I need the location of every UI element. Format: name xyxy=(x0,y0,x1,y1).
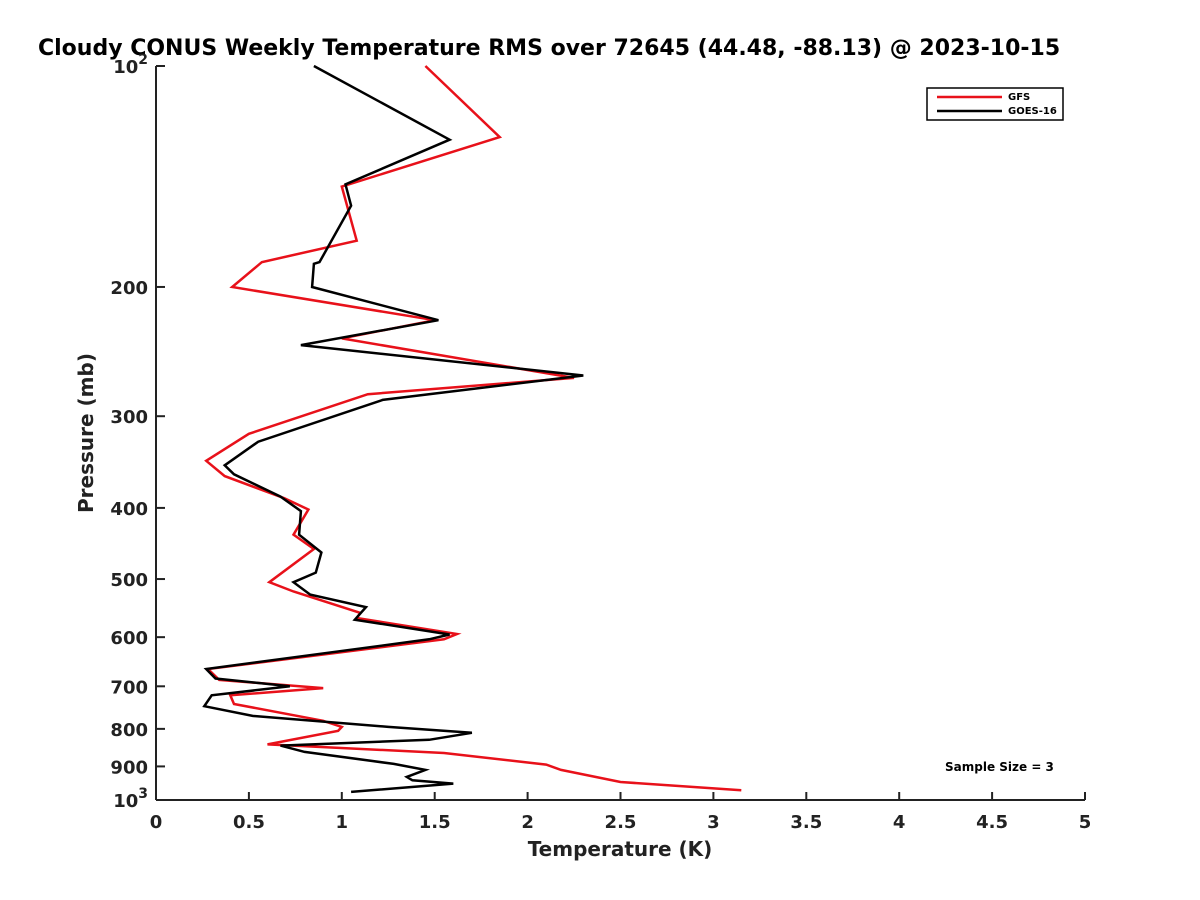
legend-label-goes16: GOES-16 xyxy=(1008,106,1057,117)
y-tick-label-exponent: 3 xyxy=(138,786,148,802)
y-tick-label: 103 xyxy=(113,786,148,812)
x-ticks: 0 0.5 1 1.5 2 2.5 3 3.5 4 4.5 5 xyxy=(150,792,1092,833)
x-tick-label: 1 xyxy=(336,812,349,833)
y-tick-label: 900 xyxy=(110,757,148,778)
x-tick-label: 3.5 xyxy=(790,812,822,833)
series-layer xyxy=(202,64,742,794)
sample-size-annotation: Sample Size = 3 xyxy=(945,760,1054,774)
y-axis-label: Pressure (mb) xyxy=(74,353,98,513)
x-axis-label: Temperature (K) xyxy=(528,837,713,861)
y-tick-label: 400 xyxy=(110,499,148,520)
legend-label-gfs: GFS xyxy=(1008,92,1030,103)
legend: GFS GOES-16 xyxy=(926,87,1064,121)
y-tick-label: 102 xyxy=(113,52,148,78)
legend-box xyxy=(926,87,1064,121)
x-tick-label: 3 xyxy=(707,812,720,833)
series-line-gfs xyxy=(204,65,742,792)
y-tick-label: 300 xyxy=(110,407,148,428)
x-tick-label: 0.5 xyxy=(233,812,265,833)
y-tick-label: 200 xyxy=(110,278,148,299)
chart-title: Cloudy CONUS Weekly Temperature RMS over… xyxy=(38,36,1060,61)
x-tick-label: 4.5 xyxy=(976,812,1008,833)
y-tick-label: 700 xyxy=(110,677,148,698)
y-tick-label: 500 xyxy=(110,570,148,591)
x-tick-label: 2.5 xyxy=(605,812,637,833)
series-line-goes16 xyxy=(202,64,584,794)
x-tick-label: 0 xyxy=(150,812,163,833)
y-tick-label-exponent: 2 xyxy=(138,52,148,68)
x-tick-label: 4 xyxy=(893,812,906,833)
y-tick-label-base: 10 xyxy=(113,791,138,812)
y-tick-label-base: 10 xyxy=(113,57,138,78)
x-tick-label: 5 xyxy=(1079,812,1092,833)
y-tick-label: 600 xyxy=(110,628,148,649)
x-tick-label: 1.5 xyxy=(419,812,451,833)
y-tick-label: 800 xyxy=(110,720,148,741)
x-tick-label: 2 xyxy=(521,812,534,833)
